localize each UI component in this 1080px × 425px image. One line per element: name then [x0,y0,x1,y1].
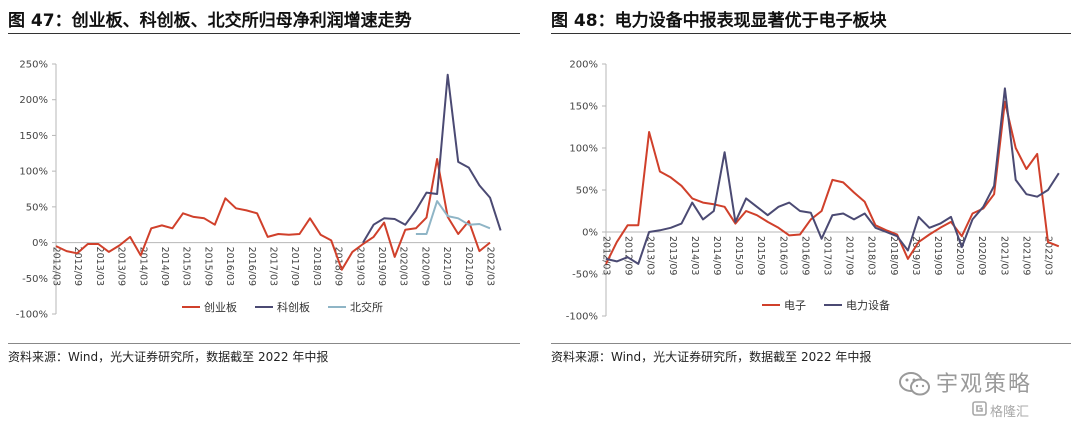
y-tick-label: 250% [19,60,48,71]
x-tick-label: 2022/03 [485,247,496,286]
x-tick-label: 2014/03 [689,236,700,275]
x-tick-label: 2012/03 [51,247,62,286]
legend-label-2: 科创板 [277,300,310,314]
x-tick-label: 2017/09 [289,247,300,286]
x-tick-label: 2019/09 [376,247,387,286]
x-tick-label: 2017/09 [844,236,855,275]
x-tick-label: 2020/03 [954,236,965,275]
y-tick-label: 0% [32,238,48,249]
x-tick-label: 2018/09 [333,247,344,286]
x-tick-label: 2020/09 [419,247,430,286]
x-tick-label: 2019/03 [910,236,921,275]
x-tick-label: 2017/03 [268,247,279,286]
x-tick-label: 2013/09 [667,236,678,275]
y-tick-label: -100% [566,312,598,323]
y-tick-label: 100% [569,144,598,155]
x-tick-label: 2013/09 [116,247,127,286]
y-tick-label: -100% [16,310,48,321]
x-tick-label: 2020/03 [398,247,409,286]
y-tick-label: 50% [576,186,598,197]
x-tick-label: 2013/03 [94,247,105,286]
right-title-rule [551,33,1071,34]
right-source-rule [551,343,1071,344]
y-tick-label: 50% [26,202,48,213]
x-tick-label: 2017/03 [822,236,833,275]
legend-label-2: 电力设备 [846,298,890,312]
y-tick-label: -50% [572,270,598,281]
left-source-note: 资料来源：Wind，光大证券研究所，数据截至 2022 年中报 [8,350,329,364]
watermark-site: 格隆汇 [990,405,1030,420]
x-tick-label: 2020/09 [976,236,987,275]
series-line-3 [415,200,491,235]
series-line-1 [55,158,491,271]
y-tick-label: 150% [19,131,48,142]
y-tick-label: 0% [582,228,598,239]
x-tick-label: 2015/03 [733,236,744,275]
right-figure-title: 图 48：电力设备中报表现显著优于电子板块 [551,11,887,31]
x-tick-label: 2016/09 [799,236,810,275]
x-tick-label: 2021/09 [463,247,474,286]
x-tick-label: 2022/03 [1043,236,1054,275]
x-tick-label: 2015/09 [755,236,766,275]
legend-label-1: 电子 [784,299,806,312]
series-line-2 [362,73,502,244]
gelonghui-logo-icon [972,401,987,416]
series-line-1 [605,100,1060,265]
x-tick-label: 2018/03 [311,247,322,286]
y-tick-label: 100% [19,167,48,178]
x-tick-label: 2016/09 [246,247,257,286]
x-tick-label: 2021/03 [441,247,452,286]
x-tick-label: 2012/09 [72,247,83,286]
x-tick-label: 2018/09 [888,236,899,275]
legend-label-1: 创业板 [204,300,237,314]
x-tick-label: 2021/03 [998,236,1009,275]
x-tick-label: 2014/09 [711,236,722,275]
watermark-brand: 宇观策略 [936,372,1033,397]
x-tick-label: 2015/09 [202,247,213,286]
left-title-rule [8,33,520,34]
x-tick-label: 2012/03 [601,236,612,275]
x-tick-label: 2014/09 [159,247,170,286]
series-line-2 [605,87,1060,265]
x-tick-label: 2016/03 [224,247,235,286]
left-line-chart: -100% -50% 0% 50% 100% 150% 200% 250% 2012/03 201… [16,60,502,321]
x-tick-label: 2019/03 [354,247,365,286]
right-line-chart: -100% -50% 0% 50% 100% 150% 200% 2012/03 2012/09… [566,60,1060,323]
x-tick-label: 2021/09 [1020,236,1031,275]
x-tick-label: 2015/03 [181,247,192,286]
right-source-note: 资料来源：Wind，光大证券研究所，数据截至 2022 年中报 [551,350,872,364]
x-tick-label: 2013/03 [645,236,656,275]
legend-label-3: 北交所 [350,300,383,314]
x-tick-label: 2019/09 [932,236,943,275]
left-source-rule [8,343,520,344]
left-figure-title: 图 47：创业板、科创板、北交所归母净利润增速走势 [8,11,412,31]
y-tick-label: 200% [19,95,48,106]
x-tick-label: 2018/03 [866,236,877,275]
x-tick-label: 2012/09 [623,236,634,275]
y-tick-label: 200% [569,60,598,71]
wechat-icon [899,372,930,396]
x-tick-label: 2016/03 [777,236,788,275]
y-tick-label: 150% [569,102,598,113]
y-tick-label: -50% [22,274,48,285]
x-tick-label: 2014/03 [137,247,148,286]
